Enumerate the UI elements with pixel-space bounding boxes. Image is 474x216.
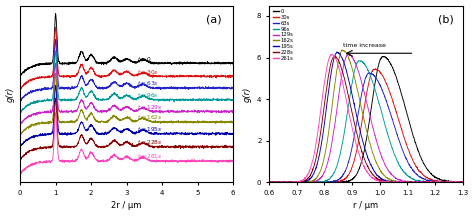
Text: (b): (b)	[438, 14, 454, 24]
Text: $t = 261s$: $t = 261s$	[137, 152, 163, 160]
Text: $t = 30s$: $t = 30s$	[137, 68, 159, 76]
Text: $t = 228s$: $t = 228s$	[137, 138, 163, 146]
Text: $t = 63s$: $t = 63s$	[137, 79, 159, 87]
Text: $t = 162s$: $t = 162s$	[137, 113, 163, 121]
Y-axis label: g(r): g(r)	[242, 86, 251, 102]
Legend: 0, 30s, 63s, 96s, 129s, 162s, 195s, 228s, 261s: 0, 30s, 63s, 96s, 129s, 162s, 195s, 228s…	[272, 8, 295, 62]
X-axis label: 2r / μm: 2r / μm	[111, 202, 142, 210]
Text: (a): (a)	[206, 14, 221, 24]
X-axis label: r / μm: r / μm	[354, 202, 379, 210]
Y-axis label: g(r): g(r)	[6, 86, 15, 102]
Text: $t = 0$: $t = 0$	[137, 54, 152, 62]
Text: time increase: time increase	[343, 43, 385, 48]
Text: $t = 96s$: $t = 96s$	[137, 91, 159, 99]
Text: $t = 195s$: $t = 195s$	[137, 125, 163, 133]
Text: $t = 129s$: $t = 129s$	[137, 103, 163, 111]
